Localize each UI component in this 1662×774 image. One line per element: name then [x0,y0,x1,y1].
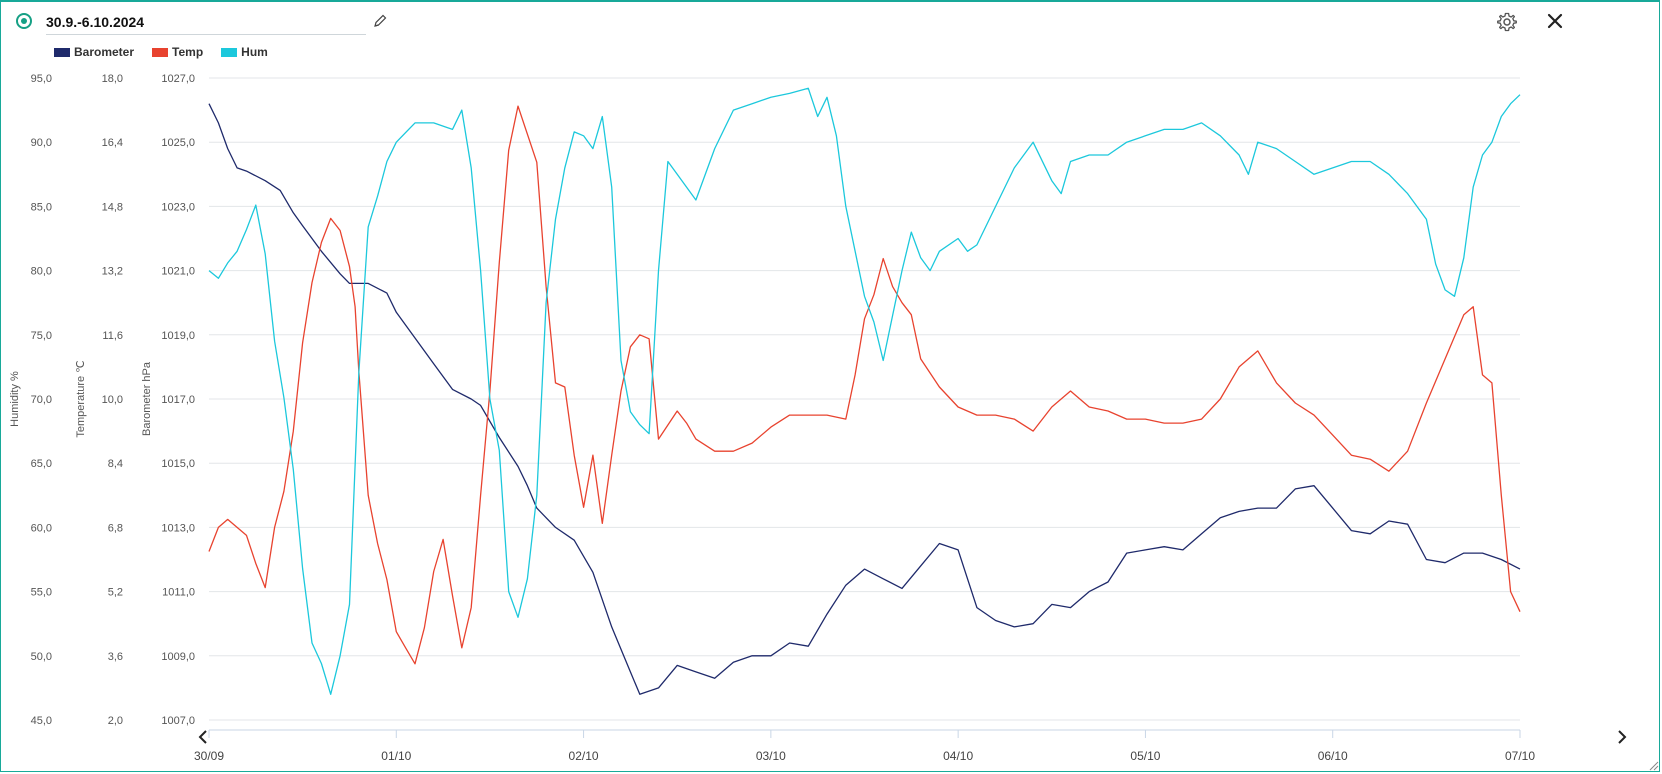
x-tick-label: 06/10 [1318,749,1348,763]
series-line-barometer [208,103,1521,695]
legend-label: Temp [172,45,204,59]
y-tick-label-barometer: 1019,0 [161,330,195,342]
chart-header [14,10,1654,40]
y-tick-label-humidity: 45,0 [31,715,52,727]
y-tick-label-temperature: 5,2 [108,587,123,599]
gear-icon[interactable] [1496,11,1518,33]
x-tick-label: 30/09 [194,749,224,763]
y-tick-label-barometer: 1021,0 [161,266,195,278]
legend-item-barometer[interactable]: Barometer [54,45,134,59]
y-tick-label-humidity: 65,0 [31,458,52,470]
y-tick-label-temperature: 18,0 [102,73,123,85]
x-tick-label: 02/10 [569,749,599,763]
resize-grip-icon[interactable] [1649,761,1659,771]
y-tick-label-barometer: 1009,0 [161,651,195,663]
y-tick-label-temperature: 11,6 [102,330,123,342]
chevron-left-icon[interactable] [195,727,211,747]
x-tick-label: 01/10 [381,749,411,763]
y-tick-label-humidity: 95,0 [31,73,52,85]
y-tick-label-humidity: 60,0 [31,522,52,534]
legend-item-hum[interactable]: Hum [221,45,268,59]
legend-swatch [54,47,70,57]
y-tick-label-humidity: 70,0 [31,394,52,406]
y-axis-title-barometer: Barometer hPa [141,361,153,436]
y-tick-label-humidity: 80,0 [31,266,52,278]
y-tick-label-temperature: 13,2 [102,266,123,278]
y-tick-label-barometer: 1027,0 [161,73,195,85]
y-tick-label-barometer: 1013,0 [161,522,195,534]
y-tick-label-barometer: 1015,0 [161,458,195,470]
y-tick-label-barometer: 1007,0 [161,715,195,727]
chevron-right-icon[interactable] [1614,727,1630,747]
period-title-input[interactable] [46,10,366,35]
legend-swatch [152,47,169,57]
y-tick-label-temperature: 2,0 [108,715,123,727]
y-tick-label-barometer: 1011,0 [162,587,195,599]
y-tick-label-humidity: 85,0 [31,201,52,213]
pencil-icon[interactable] [372,13,388,29]
y-tick-label-temperature: 6,8 [108,522,123,534]
y-axis-title-humidity: Humidity % [9,371,21,427]
y-tick-label-temperature: 3,6 [108,651,123,663]
y-tick-label-humidity: 55,0 [31,587,52,599]
legend-label: Barometer [74,45,135,59]
chart-legend: Barometer Temp Hum [54,45,286,61]
legend-label: Hum [241,45,268,59]
close-icon[interactable] [1544,10,1566,32]
series-line-hum [208,87,1521,695]
y-tick-label-barometer: 1023,0 [161,201,195,213]
x-tick-label: 04/10 [943,749,973,763]
y-tick-label-humidity: 90,0 [31,137,52,149]
series-line-temp [208,105,1521,665]
legend-swatch [221,47,238,57]
y-tick-label-temperature: 14,8 [102,201,123,213]
y-tick-label-barometer: 1025,0 [161,137,195,149]
y-axis-title-temperature: Temperature ℃ [75,360,87,437]
x-tick-label: 05/10 [1130,749,1160,763]
legend-item-temp[interactable]: Temp [152,45,203,59]
y-tick-label-temperature: 16,4 [102,137,123,149]
y-tick-label-humidity: 50,0 [31,651,52,663]
x-tick-label: 03/10 [756,749,786,763]
live-indicator-icon[interactable] [16,13,32,29]
y-tick-label-barometer: 1017,0 [161,394,195,406]
y-tick-label-temperature: 8,4 [108,458,123,470]
y-tick-label-humidity: 75,0 [31,330,52,342]
y-tick-label-temperature: 10,0 [102,394,123,406]
x-tick-label: 07/10 [1505,749,1535,763]
